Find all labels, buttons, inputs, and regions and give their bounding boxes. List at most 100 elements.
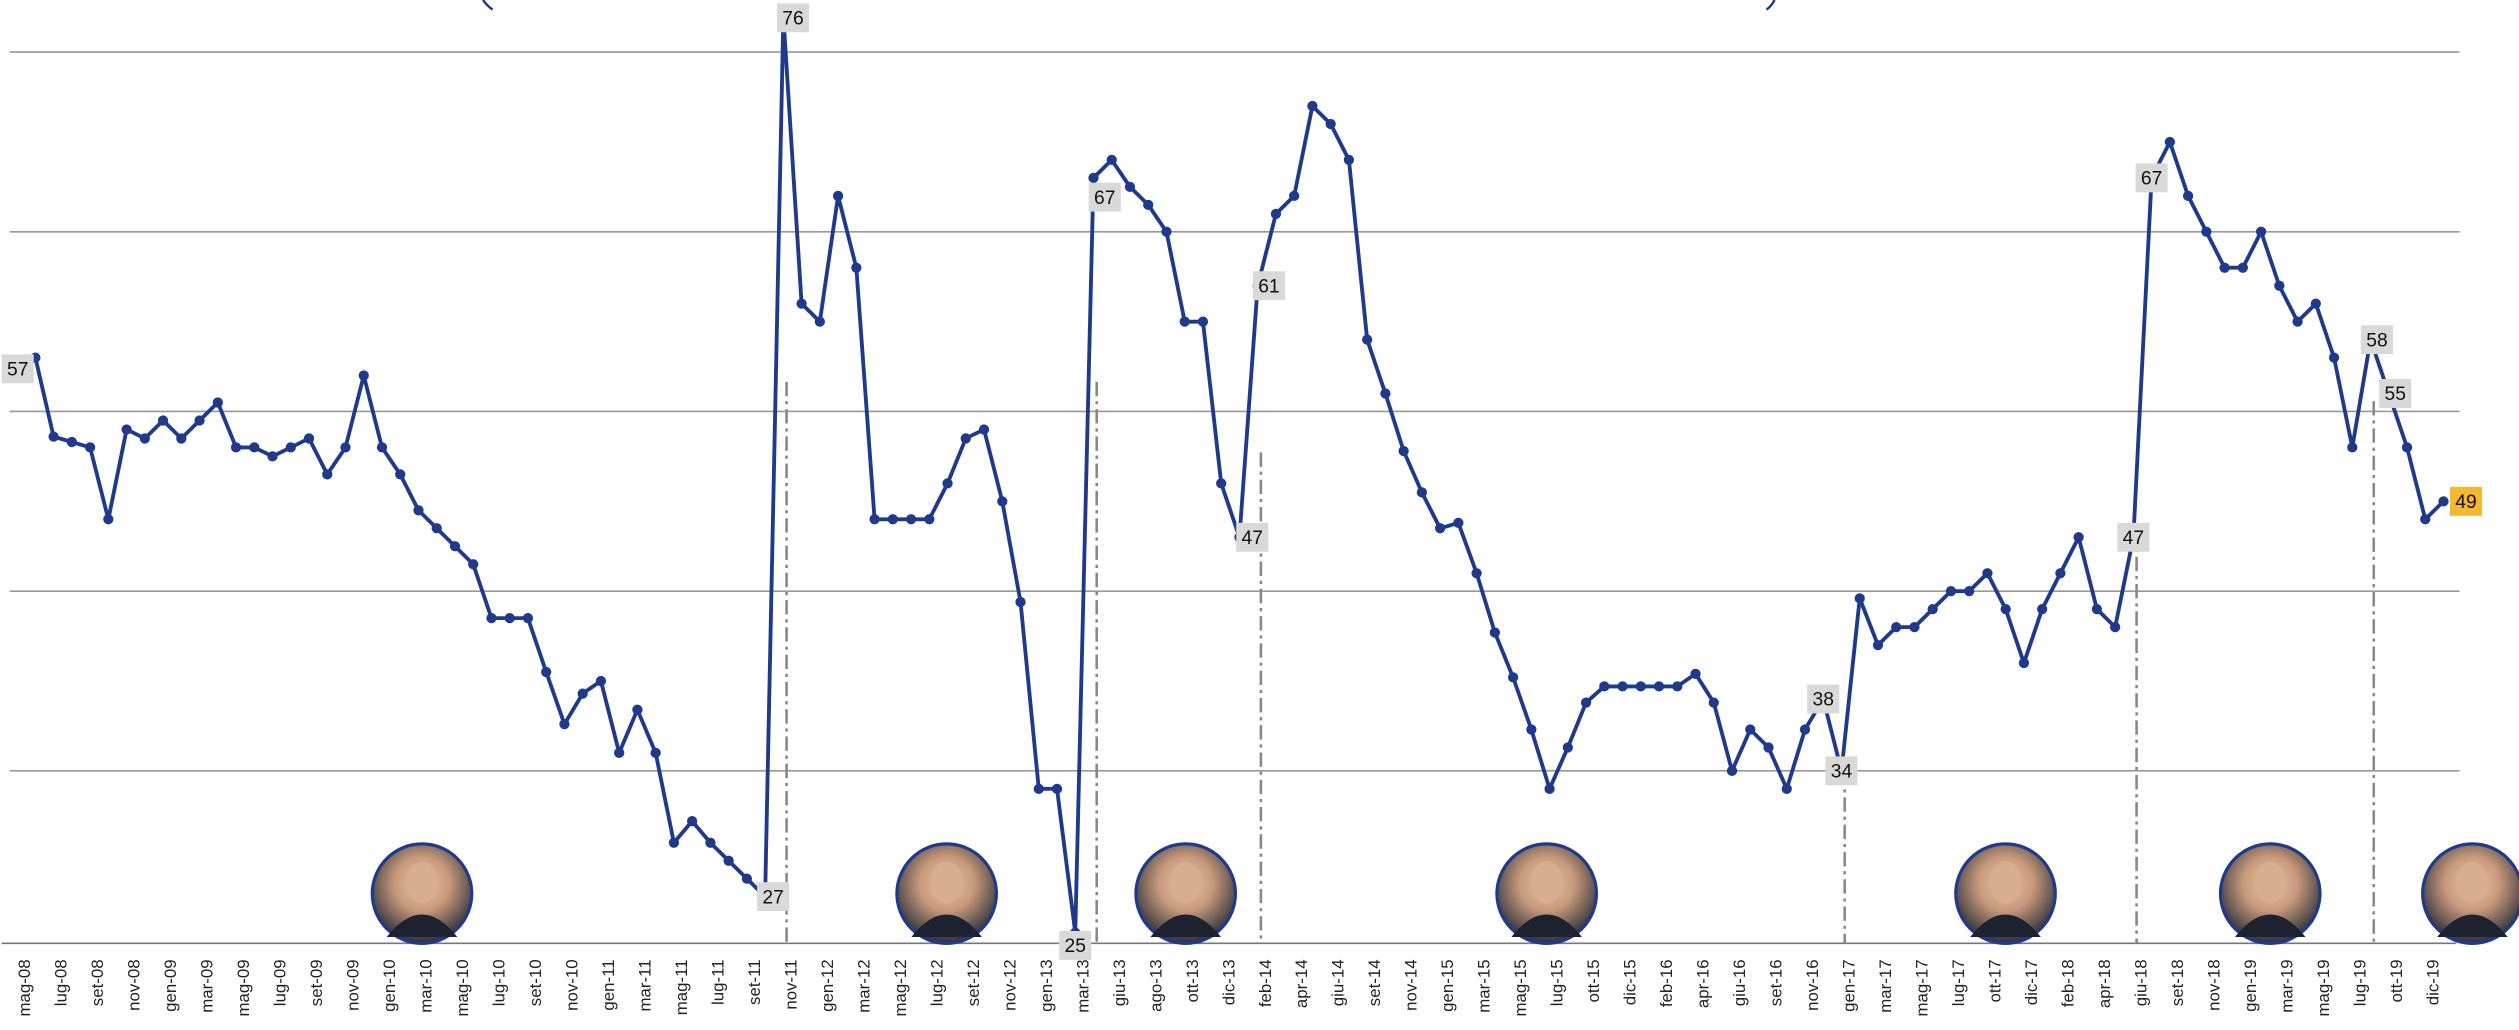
portrait-face [1531, 862, 1563, 904]
portrait [1956, 844, 2055, 943]
point [961, 433, 971, 443]
x-tick-label: nov-11 [781, 959, 800, 1009]
point [2238, 263, 2248, 273]
portrait-face [2456, 862, 2488, 904]
point [924, 514, 934, 524]
point [377, 442, 387, 452]
point [2001, 604, 2011, 614]
portrait [1497, 844, 1596, 943]
point [2037, 604, 2047, 614]
value-label: 67 [2141, 169, 2162, 190]
point [2183, 191, 2193, 201]
point [249, 442, 259, 452]
point [67, 437, 77, 447]
point [1034, 784, 1044, 794]
point [632, 705, 642, 715]
value-label: 27 [762, 887, 783, 908]
point [796, 299, 806, 309]
x-tick-label: set-09 [307, 959, 326, 1006]
point [1088, 173, 1098, 183]
point [1928, 604, 1938, 614]
title-fragment [483, 0, 1775, 10]
x-tick-label: gen-17 [1840, 959, 1859, 1011]
portrait-face [1170, 862, 1202, 904]
point [1909, 622, 1919, 632]
x-tick-label: nov-10 [563, 959, 582, 1010]
value-label: 25 [1065, 936, 1086, 957]
chart: 5727762567476138344767585549 mag-08lug-0… [0, 0, 2519, 1030]
value-label: 55 [2384, 384, 2405, 405]
point [997, 496, 1007, 506]
point [1326, 119, 1336, 129]
x-tick-label: gen-13 [1037, 959, 1056, 1011]
point [523, 613, 533, 623]
point [1399, 446, 1409, 456]
point [322, 469, 332, 479]
x-tick-label: lug-12 [927, 959, 946, 1006]
point [2292, 317, 2302, 327]
point [176, 433, 186, 443]
point [1198, 317, 1208, 327]
point [1526, 724, 1536, 734]
point [1581, 697, 1591, 707]
point [2347, 442, 2357, 452]
x-tick-label: ago-13 [1146, 959, 1165, 1011]
point [1216, 478, 1226, 488]
value-label: 47 [2123, 528, 2144, 549]
point [851, 263, 861, 273]
point [1709, 697, 1719, 707]
value-label: 47 [1242, 528, 1263, 549]
portrait-face [1989, 862, 2021, 904]
x-tick-label: giu-18 [2131, 959, 2150, 1006]
point [1490, 627, 1500, 637]
point [1763, 742, 1773, 752]
point [1617, 681, 1627, 691]
point [1161, 227, 1171, 237]
point [2110, 622, 2120, 632]
point [2055, 568, 2065, 578]
x-tick-label: mag-08 [15, 959, 34, 1016]
value-label: 67 [1094, 188, 1115, 209]
point [1289, 191, 1299, 201]
point [2201, 227, 2211, 237]
point [833, 191, 843, 201]
page: {"chart_data": {"type": "line", "color":… [0, 0, 2519, 1030]
x-tick-label: lug-10 [490, 959, 509, 1006]
point [869, 514, 879, 524]
x-tick-label: mar-19 [2277, 959, 2296, 1012]
x-tick-label: apr-18 [2095, 959, 2114, 1008]
value-label: 49 [2455, 492, 2476, 513]
point [1435, 523, 1445, 533]
x-tick-label: giu-14 [1329, 959, 1348, 1006]
portrait-face [406, 862, 438, 904]
point [468, 559, 478, 569]
x-tick-label: mar-15 [1475, 959, 1494, 1012]
x-tick-label: nov-12 [1000, 959, 1019, 1010]
point [1015, 597, 1025, 607]
value-label: 38 [1813, 690, 1834, 711]
x-tick-label: apr-16 [1694, 959, 1713, 1008]
point [651, 748, 661, 758]
point [2402, 442, 2412, 452]
x-tick-label: gen-11 [599, 959, 618, 1010]
point [1563, 742, 1573, 752]
point [596, 676, 606, 686]
x-tick-label: nov-18 [2204, 959, 2223, 1010]
x-tick-label: dic-19 [2423, 959, 2442, 1005]
x-tick-label: mag-19 [2314, 959, 2333, 1016]
x-tick-label: mar-11 [635, 959, 654, 1011]
x-tick-label: gen-09 [161, 959, 180, 1011]
x-tick-label: feb-14 [1256, 959, 1275, 1007]
x-tick-label: feb-16 [1657, 959, 1676, 1007]
point [614, 748, 624, 758]
x-tick-label: dic-17 [2022, 959, 2041, 1005]
point [1417, 487, 1427, 497]
x-tick-label: lug-15 [1548, 959, 1567, 1006]
x-tick-label: mag-09 [234, 959, 253, 1016]
x-tick-label: gen-15 [1438, 959, 1457, 1011]
point [158, 415, 168, 425]
x-tick-label: nov-16 [1803, 959, 1822, 1010]
x-tick-label: mar-09 [198, 959, 217, 1012]
point [194, 415, 204, 425]
point [578, 688, 588, 698]
